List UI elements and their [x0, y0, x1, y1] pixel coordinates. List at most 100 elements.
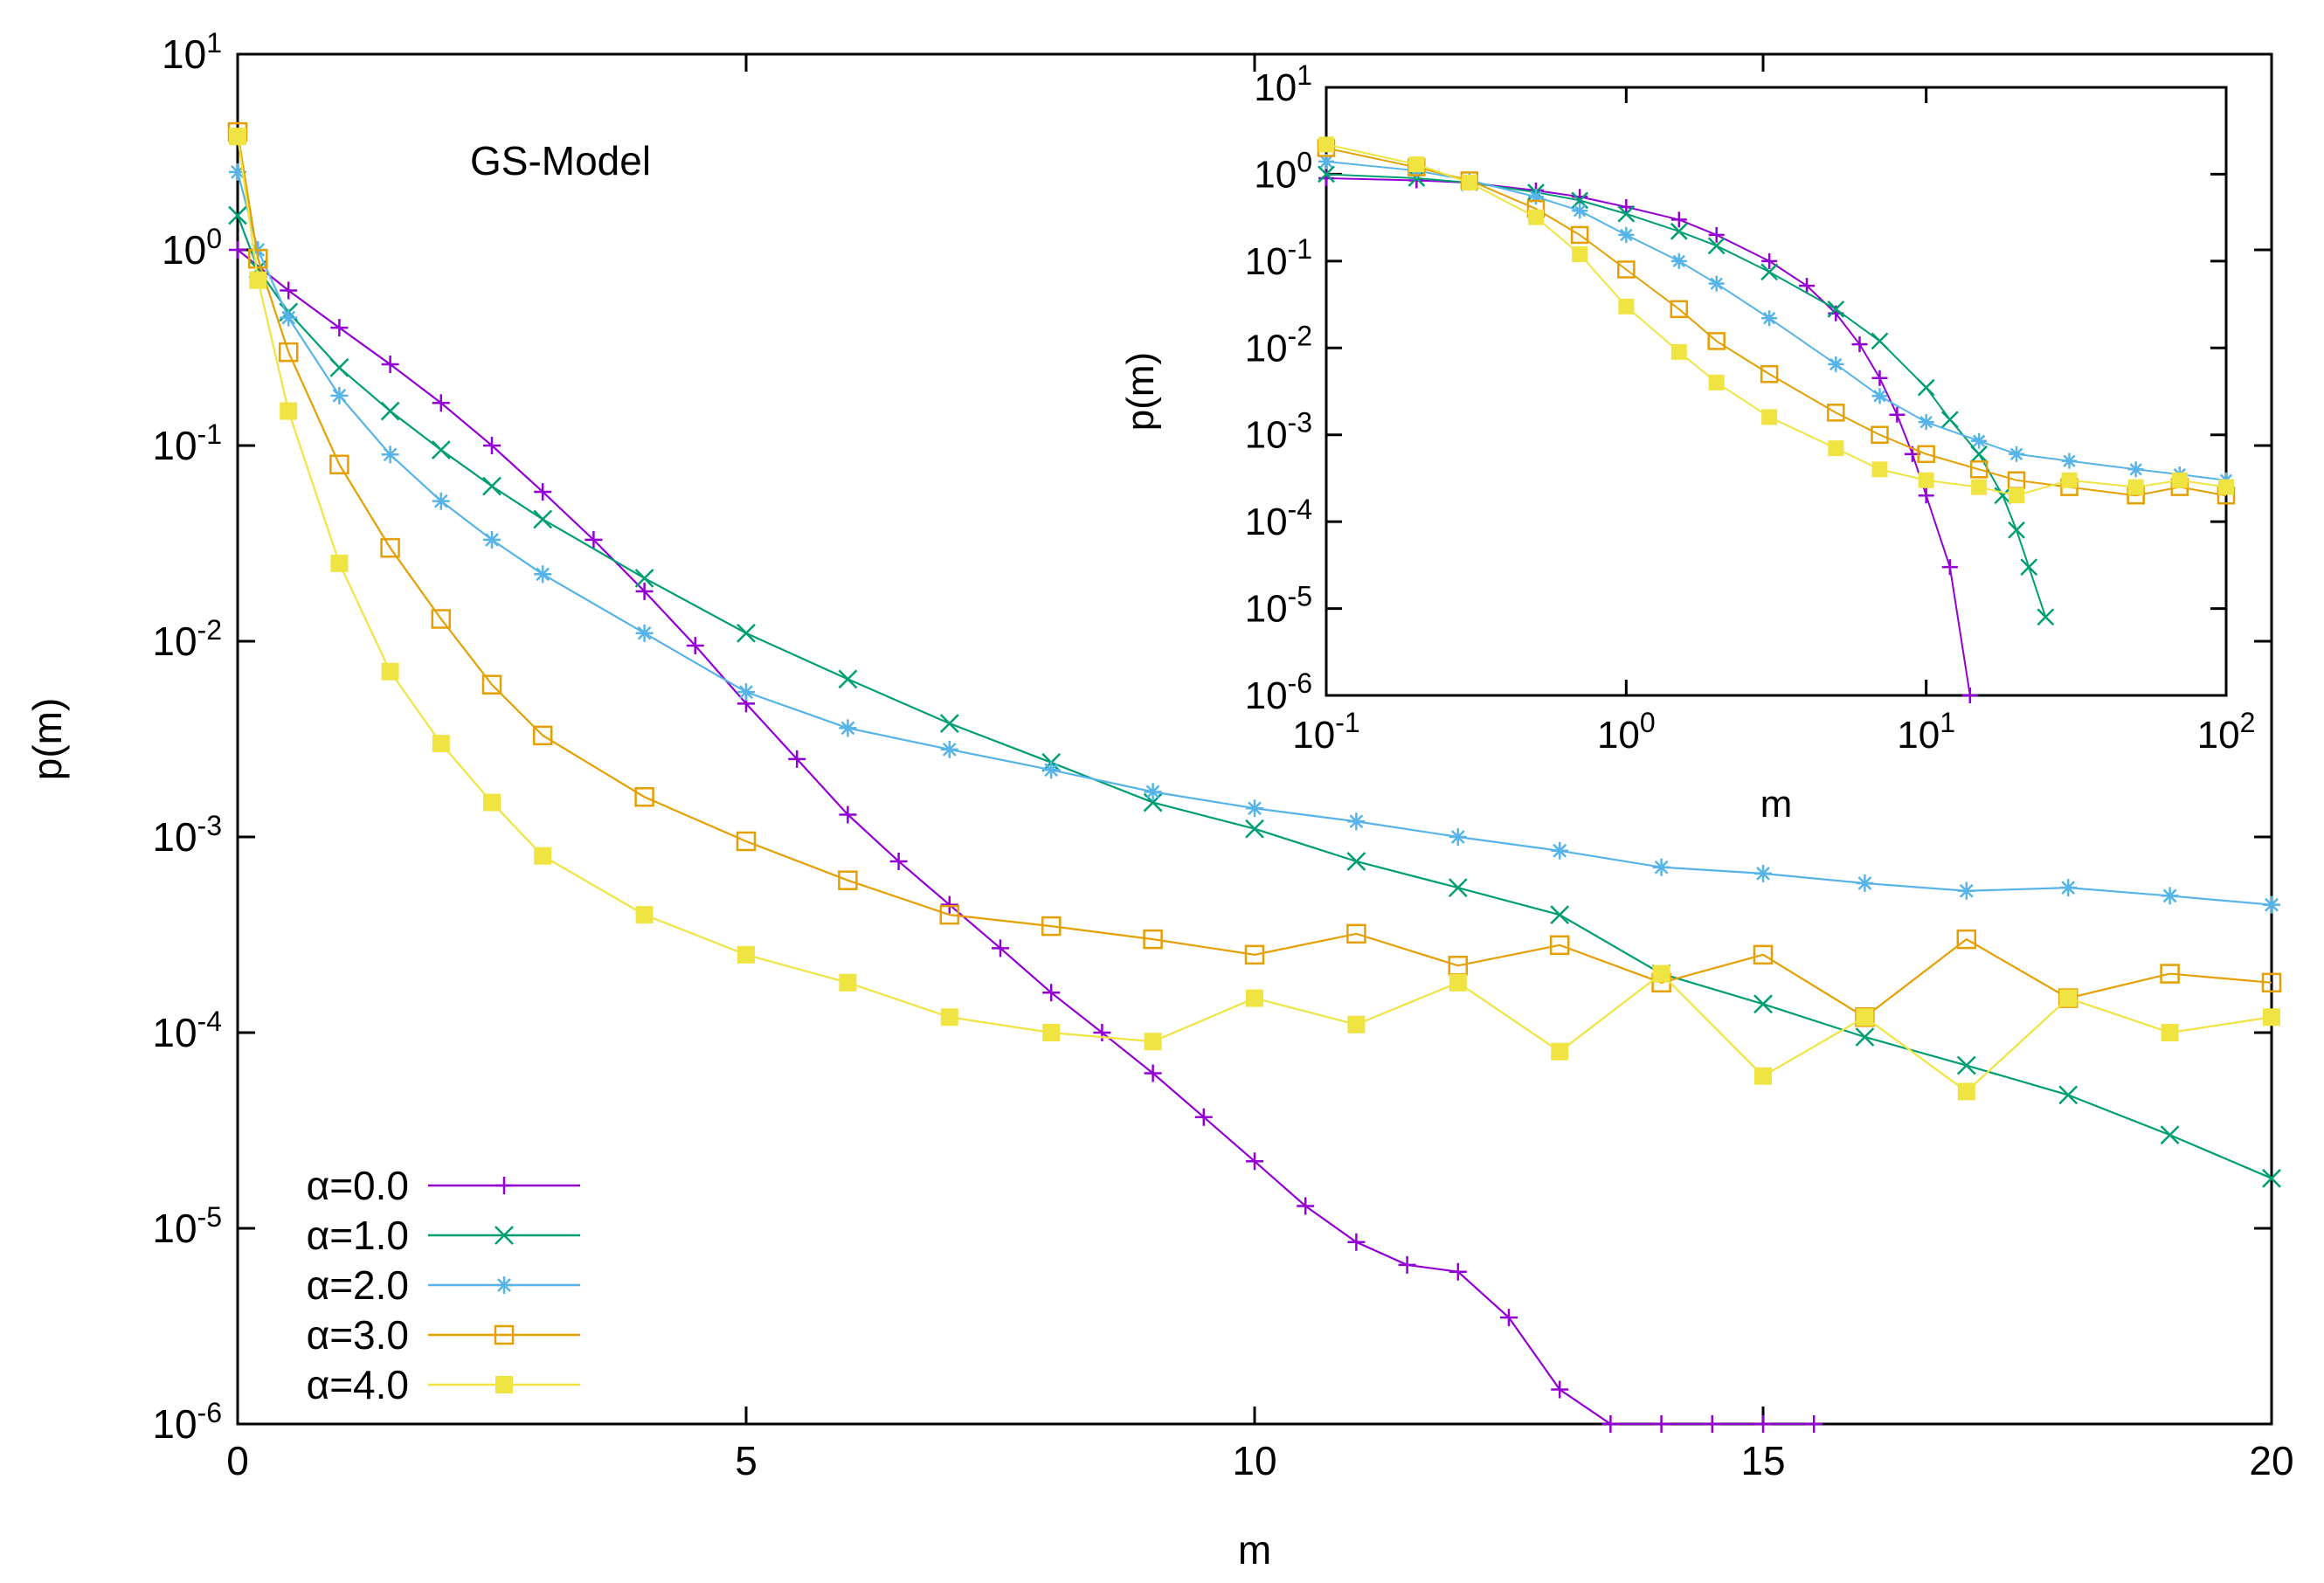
data-point: [737, 683, 755, 702]
data-point: [532, 725, 553, 746]
data-point: [2263, 1008, 2280, 1027]
inset-data-point: [1618, 298, 1635, 315]
data-point: [278, 342, 299, 363]
inset-data-point: [1670, 343, 1687, 360]
inset-data-point: [1827, 404, 1845, 422]
data-point: [1856, 1008, 1874, 1027]
data-point: [1956, 929, 1977, 950]
inset-data-point: [1572, 189, 1588, 205]
inset-y-axis-title: p(m): [1119, 352, 1162, 431]
inset-data-point: [1871, 332, 1889, 350]
inset-data-point: [1527, 189, 1544, 205]
data-point: [1244, 944, 1265, 965]
inset-data-point: [1318, 136, 1334, 153]
inset-data-point: [1871, 425, 1889, 444]
data-point: [889, 852, 908, 870]
data-point: [1549, 935, 1570, 956]
data-point: [1194, 1108, 1213, 1126]
data-point: [1551, 1380, 1569, 1399]
legend: α=0.0 α=1.0α=2.0α=3.0α=4.0: [307, 1163, 580, 1407]
inset-ticks: 10-1 100 101 102 101 100 10-1 10-2 10-3 10-4 10-5 1…: [1245, 59, 2256, 757]
data-point: [1144, 1064, 1162, 1082]
inset-data-point: [1670, 222, 1688, 240]
inset-data-point: [1828, 356, 1844, 372]
inset-data-point: [2037, 608, 2055, 626]
data-point: [1347, 812, 1366, 831]
data-point: [1245, 819, 1264, 839]
inset-data-point: [1917, 445, 1935, 464]
inset-data-point: [1408, 156, 1425, 173]
inset-data-point: [1994, 487, 2012, 505]
legend-label: α=3.0: [307, 1312, 409, 1358]
data-point: [1448, 878, 1468, 898]
data-point: [1855, 1027, 1875, 1047]
data-point: [1042, 761, 1061, 779]
data-point: [280, 402, 298, 420]
series-star: [229, 162, 2280, 914]
inset-data-point: [1707, 332, 1726, 350]
data-point: [1500, 1309, 1518, 1327]
data-point: [838, 669, 858, 689]
inset-series-line: [1325, 173, 2047, 618]
inset-data-point: [1618, 198, 1635, 215]
inset-plot: 10-1 100 101 102 101 100 10-1 10-2 10-3 10-4 10-5 1…: [1119, 59, 2255, 826]
inset-data-point: [1828, 440, 1844, 457]
data-point: [736, 831, 757, 852]
inset-series: [1317, 136, 2236, 703]
data-point: [1143, 929, 1163, 950]
data-point: [737, 945, 755, 964]
inset-data-point: [1969, 460, 1989, 479]
inset-y-tick-label: 10-6: [1245, 667, 1312, 717]
data-point: [939, 714, 959, 734]
data-point: [1856, 874, 1874, 892]
inset-data-point: [2009, 446, 2025, 462]
x-tick-label: 10: [1232, 1438, 1276, 1483]
x-tick-label: 20: [2249, 1438, 2293, 1483]
inset-data-point: [2061, 472, 2078, 488]
data-point: [1754, 864, 1772, 882]
y-tick-label: 100: [162, 223, 222, 273]
data-point: [229, 162, 246, 181]
inset-data-point: [1970, 445, 1989, 463]
y-tick-label: 10-2: [152, 614, 222, 664]
data-point: [534, 482, 552, 501]
data-point: [1652, 858, 1670, 876]
data-point: [839, 805, 857, 824]
inset-data-point: [1708, 275, 1725, 292]
legend-label: α=2.0: [307, 1262, 409, 1308]
data-point: [432, 735, 450, 753]
data-point: [940, 1008, 958, 1027]
y-tick-label: 10-1: [152, 418, 222, 468]
x-tick-label: 5: [735, 1438, 757, 1483]
inset-data-point: [1971, 479, 1988, 495]
data-point: [1956, 1055, 1976, 1075]
data-point: [329, 454, 349, 474]
inset-data-point: [1851, 336, 1868, 353]
legend-marker: [494, 1324, 515, 1345]
data-point: [686, 636, 704, 654]
model-annotation: GS-Model: [470, 138, 651, 183]
inset-x-tick-label: 10-1: [1292, 707, 1359, 757]
data-point: [2262, 1168, 2281, 1188]
inset-data-point: [1761, 310, 1778, 327]
inset-data-point: [1707, 237, 1726, 255]
data-point: [330, 386, 349, 404]
inset-data-point: [1572, 245, 1588, 262]
data-point: [940, 740, 958, 758]
inset-series-line: [1325, 147, 2227, 497]
data-point: [381, 356, 399, 374]
data-point: [634, 787, 654, 807]
inset-y-tick-label: 10-2: [1245, 320, 1312, 370]
inset-data-point: [1708, 226, 1725, 243]
data-point: [2058, 1085, 2078, 1105]
data-point: [1449, 973, 1467, 992]
x-tick-label: 0: [226, 1438, 249, 1483]
inset-data-point: [2061, 453, 2078, 469]
inset-data-point: [1761, 409, 1778, 425]
inset-data-point: [1799, 278, 1816, 294]
data-point: [992, 939, 1009, 957]
data-point: [380, 537, 400, 558]
inset-data-point: [1318, 153, 1334, 169]
legend-marker: [495, 1276, 513, 1294]
inset-data-point: [1670, 300, 1689, 319]
